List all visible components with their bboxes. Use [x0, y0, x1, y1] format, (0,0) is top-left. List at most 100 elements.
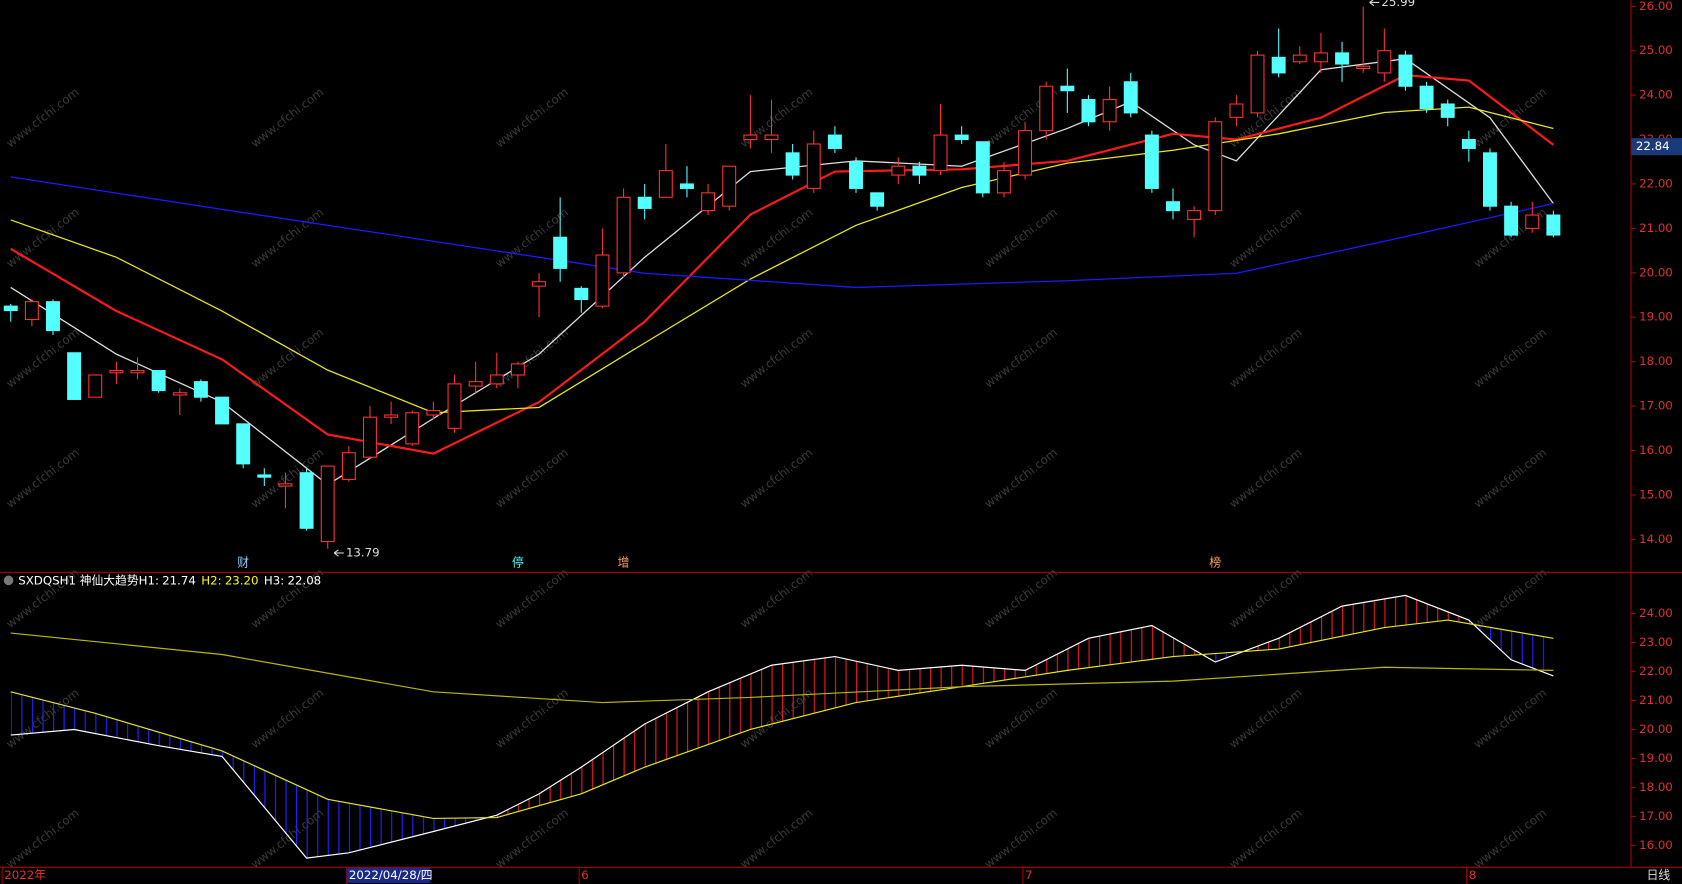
candle-body — [1144, 134, 1159, 189]
candle-body — [574, 287, 589, 301]
candle-body — [975, 141, 990, 194]
candle-body — [1123, 81, 1138, 114]
candle-body — [891, 165, 906, 176]
candle-body — [1060, 85, 1075, 92]
x-tick-label: 2022/04/28/四 — [349, 868, 433, 882]
candle-body — [24, 301, 39, 320]
last-price: 22.84 — [1636, 139, 1670, 153]
y-tick-label: 20.00 — [1639, 265, 1673, 279]
candle-body — [954, 134, 969, 141]
indicator-toggle[interactable] — [3, 575, 14, 586]
y-tick-label: 18.00 — [1639, 354, 1673, 368]
indicator-line — [10, 632, 1554, 704]
y-tick-label: 20.00 — [1639, 722, 1673, 736]
candle-body — [933, 134, 948, 172]
header-part: SXDQSH1 神仙大趋势 — [18, 573, 139, 587]
candle-body — [1546, 214, 1561, 236]
arrow-head — [333, 549, 339, 557]
y-tick-label: 22.00 — [1639, 664, 1673, 678]
candle-body — [616, 196, 631, 274]
candle-body — [1208, 121, 1223, 212]
candle-body — [1461, 139, 1476, 149]
header-part: H2: — [201, 573, 221, 587]
y-tick-label: 15.00 — [1639, 487, 1673, 501]
y-tick-label: 18.00 — [1639, 780, 1673, 794]
candle-body — [1081, 99, 1096, 123]
x-tick-label: 8 — [1469, 868, 1477, 882]
header-part: 21.74 — [162, 573, 196, 587]
moving-average — [10, 106, 1554, 414]
period-label: 日线 — [1647, 868, 1671, 882]
candle-body — [278, 483, 293, 487]
arrow-head — [1369, 0, 1375, 7]
moving-average — [10, 58, 1554, 486]
candle-body — [827, 134, 842, 149]
candle-body — [806, 143, 821, 189]
candle-body — [67, 352, 82, 400]
y-tick-label: 26.00 — [1639, 0, 1673, 13]
candle-body — [299, 472, 314, 529]
candle-body — [1335, 52, 1350, 65]
y-tick-label: 16.00 — [1639, 838, 1673, 852]
candle-body — [1250, 54, 1265, 114]
candle-body — [1377, 50, 1392, 74]
y-tick-label: 25.00 — [1639, 43, 1673, 57]
candle-body — [320, 465, 335, 543]
candle-body — [764, 134, 779, 141]
candle-body — [849, 161, 863, 189]
candle-body — [405, 412, 420, 445]
y-tick-label: 21.00 — [1639, 221, 1673, 235]
event-marker: 财 — [237, 556, 249, 570]
candle-body — [151, 370, 166, 392]
y-tick-label: 19.00 — [1639, 310, 1673, 324]
candle-body — [1271, 56, 1286, 74]
hatch-up — [10, 595, 1554, 819]
moving-average — [10, 74, 1555, 455]
last-price-box — [1631, 138, 1682, 156]
candle-body — [658, 170, 673, 198]
candle-body — [1292, 54, 1307, 63]
candle-body — [363, 416, 377, 458]
indicator-header: SXDQSH1 神仙大趋势H1: 21.74 H2: 23.20 H3: 22.08 — [18, 573, 321, 587]
candle-body — [426, 409, 441, 416]
candle-body — [489, 374, 504, 385]
header-part: H3: — [264, 573, 284, 587]
candle-body — [193, 381, 208, 398]
candle-body — [1356, 65, 1371, 69]
event-marker: 停 — [512, 556, 524, 570]
indicator-line — [10, 619, 1554, 820]
candle-body — [1102, 99, 1117, 123]
candle-body — [46, 301, 60, 332]
header-part: H1: — [139, 573, 159, 587]
x-tick-label: 6 — [581, 868, 589, 882]
candle-body — [88, 374, 103, 398]
candle-body — [722, 165, 737, 207]
event-marker: 榜 — [1209, 556, 1221, 570]
candle-body — [595, 254, 610, 307]
y-tick-label: 14.00 — [1639, 532, 1673, 546]
y-tick-label: 22.00 — [1639, 176, 1673, 190]
x-tick-label: 2022年 — [4, 868, 46, 882]
candle-body — [1483, 152, 1497, 207]
candle-body — [1419, 85, 1434, 109]
candle-body — [468, 381, 483, 387]
candle-body — [130, 370, 145, 374]
candle-body — [532, 281, 547, 287]
x-label-highlight — [346, 867, 431, 883]
candle-body — [1229, 103, 1244, 118]
candle-body — [215, 396, 230, 425]
candle-body — [637, 196, 652, 209]
candle-body — [553, 236, 568, 269]
candle-body — [510, 363, 525, 376]
candle-body — [1018, 130, 1033, 176]
candle-body — [236, 423, 251, 465]
candle-body — [1398, 54, 1413, 87]
candle-body — [1039, 85, 1054, 132]
price-annotation: 25.99 — [1381, 0, 1415, 9]
candle-body — [341, 452, 356, 480]
event-marker: 增 — [618, 556, 630, 570]
y-tick-label: 23.00 — [1639, 635, 1673, 649]
